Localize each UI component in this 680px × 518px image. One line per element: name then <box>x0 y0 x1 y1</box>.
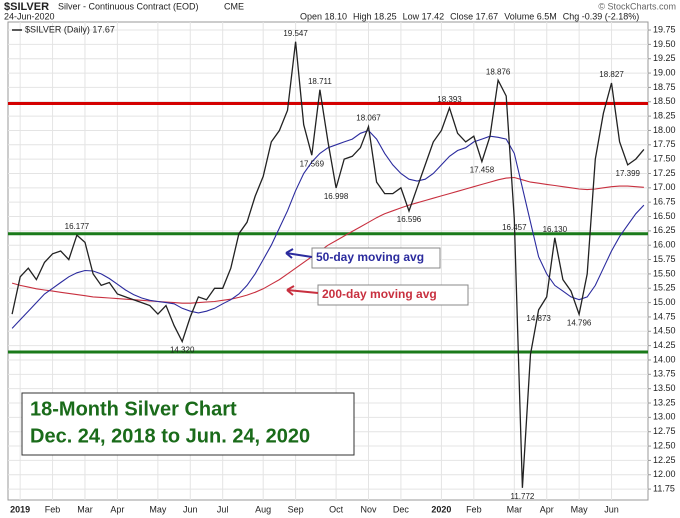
quote-item: Low 17.42 <box>403 11 445 21</box>
y-tick-label: 18.75 <box>653 82 676 92</box>
data-label: 16.130 <box>543 225 568 234</box>
data-label: 17.569 <box>300 159 325 168</box>
quote: Open 18.10 High 18.25 Low 17.42 Close 17.67… <box>300 11 639 21</box>
y-tick-label: 13.50 <box>653 383 676 393</box>
y-tick-label: 17.75 <box>653 139 676 149</box>
y-tick-label: 15.25 <box>653 283 676 293</box>
y-tick-label: 15.50 <box>653 268 676 278</box>
annotation-arrow <box>285 248 313 259</box>
y-tick-label: 14.25 <box>653 340 676 350</box>
y-tick-label: 12.50 <box>653 440 676 450</box>
x-tick-label: Feb <box>466 504 482 514</box>
y-tick-label: 15.75 <box>653 254 676 264</box>
annotation-box <box>317 284 469 306</box>
data-label: 16.596 <box>397 215 422 224</box>
annotation-arrow <box>286 285 319 296</box>
y-tick-label: 18.25 <box>653 110 676 120</box>
y-tick-label: 17.00 <box>653 182 676 192</box>
x-tick-label: Dec <box>393 504 410 514</box>
marks: 16.177 14.320 19.547 17.569 18.711 16.998 18.0… <box>8 29 648 501</box>
x-tick-label: 2020 <box>431 504 451 514</box>
x-tick-label: Apr <box>540 504 554 514</box>
y-tick-label: 18.00 <box>653 125 676 135</box>
data-label: 14.873 <box>526 314 551 323</box>
price-line <box>11 41 645 488</box>
data-label: 14.796 <box>567 318 592 327</box>
y-tick-label: 14.75 <box>653 311 676 321</box>
quote-item: Close 17.67 <box>450 11 498 21</box>
x-tick-label: Apr <box>110 504 124 514</box>
y-tick-label: 15.00 <box>653 297 676 307</box>
quote-item: Open 18.10 <box>300 11 347 21</box>
x-tick-label: Mar <box>507 504 523 514</box>
chart-title: Dec. 24, 2018 to Jun. 24, 2020 <box>30 425 310 447</box>
data-label: 11.772 <box>510 492 534 501</box>
y-tick-label: 14.00 <box>653 354 676 364</box>
y-tick-label: 19.50 <box>653 39 676 49</box>
plot-frame <box>7 21 649 501</box>
x-tick-label: Nov <box>360 504 377 514</box>
y-tick-label: 19.25 <box>653 53 676 63</box>
symbol: $SILVER <box>4 1 49 13</box>
x-tick-label: 2019 <box>10 504 30 514</box>
date: 24-Jun-2020 <box>4 11 55 21</box>
y-tick-label: 13.25 <box>653 397 676 407</box>
y-tick-label: 14.50 <box>653 326 676 336</box>
y-tick-label: 17.50 <box>653 154 676 164</box>
y-tick-label: 18.50 <box>653 96 676 106</box>
moving-average-line <box>11 176 644 304</box>
annotation: 50-day moving avg <box>316 250 424 264</box>
x-tick-label: May <box>149 504 167 514</box>
x-tick-label: Mar <box>77 504 93 514</box>
data-label: 17.399 <box>616 169 641 178</box>
data-label: 18.827 <box>599 70 624 79</box>
data-label: 16.177 <box>65 222 90 231</box>
data-label: 18.711 <box>308 77 332 86</box>
y-tick-label: 17.25 <box>653 168 676 178</box>
chart-title: 18-Month Silver Chart <box>30 398 237 420</box>
y-tick-label: 16.75 <box>653 197 676 207</box>
exchange: CME <box>224 1 244 11</box>
moving-average-line <box>11 129 645 329</box>
y-tick-label: 12.75 <box>653 426 676 436</box>
quote-item: Volume 6.5M <box>504 11 557 21</box>
quote-item: Chg -0.39 (-2.18%) <box>563 11 640 21</box>
x-tick-label: Jun <box>604 504 619 514</box>
x-tick-label: Feb <box>45 504 61 514</box>
x-tick-label: Aug <box>255 504 271 514</box>
legend-label: $SILVER (Daily) 17.67 <box>25 24 115 34</box>
y-tick-label: 19.75 <box>653 24 676 34</box>
x-tick-label: Jun <box>183 504 198 514</box>
x-tick-label: May <box>571 504 589 514</box>
annotation: 200-day moving avg <box>322 287 437 301</box>
data-label: 19.547 <box>283 29 308 38</box>
data-label: 14.320 <box>170 346 195 355</box>
y-tick-label: 12.00 <box>653 469 676 479</box>
y-tick-label: 19.00 <box>653 67 676 77</box>
data-label: 16.457 <box>502 223 527 232</box>
quote-item: High 18.25 <box>353 11 397 21</box>
y-tick-label: 16.00 <box>653 240 676 250</box>
y-tick-label: 12.25 <box>653 455 676 465</box>
y-tick-label: 11.75 <box>653 483 675 493</box>
y-tick-label: 13.75 <box>653 369 676 379</box>
data-label: 17.458 <box>470 166 495 175</box>
title-box <box>21 392 355 456</box>
annotation-box <box>311 247 441 269</box>
data-label: 18.393 <box>437 95 462 104</box>
x-tick-label: Oct <box>329 504 344 514</box>
data-label: 18.876 <box>486 67 511 76</box>
y-tick-label: 13.00 <box>653 412 676 422</box>
y-tick-label: 16.25 <box>653 225 676 235</box>
credit: © StockCharts.com <box>598 1 676 11</box>
x-tick-label: Jul <box>217 504 229 514</box>
y-tick-label: 16.50 <box>653 211 676 221</box>
description: Silver - Continuous Contract (EOD) <box>58 1 199 11</box>
data-label: 18.067 <box>356 114 381 123</box>
x-tick-label: Sep <box>288 504 304 514</box>
data-label: 16.998 <box>324 192 349 201</box>
